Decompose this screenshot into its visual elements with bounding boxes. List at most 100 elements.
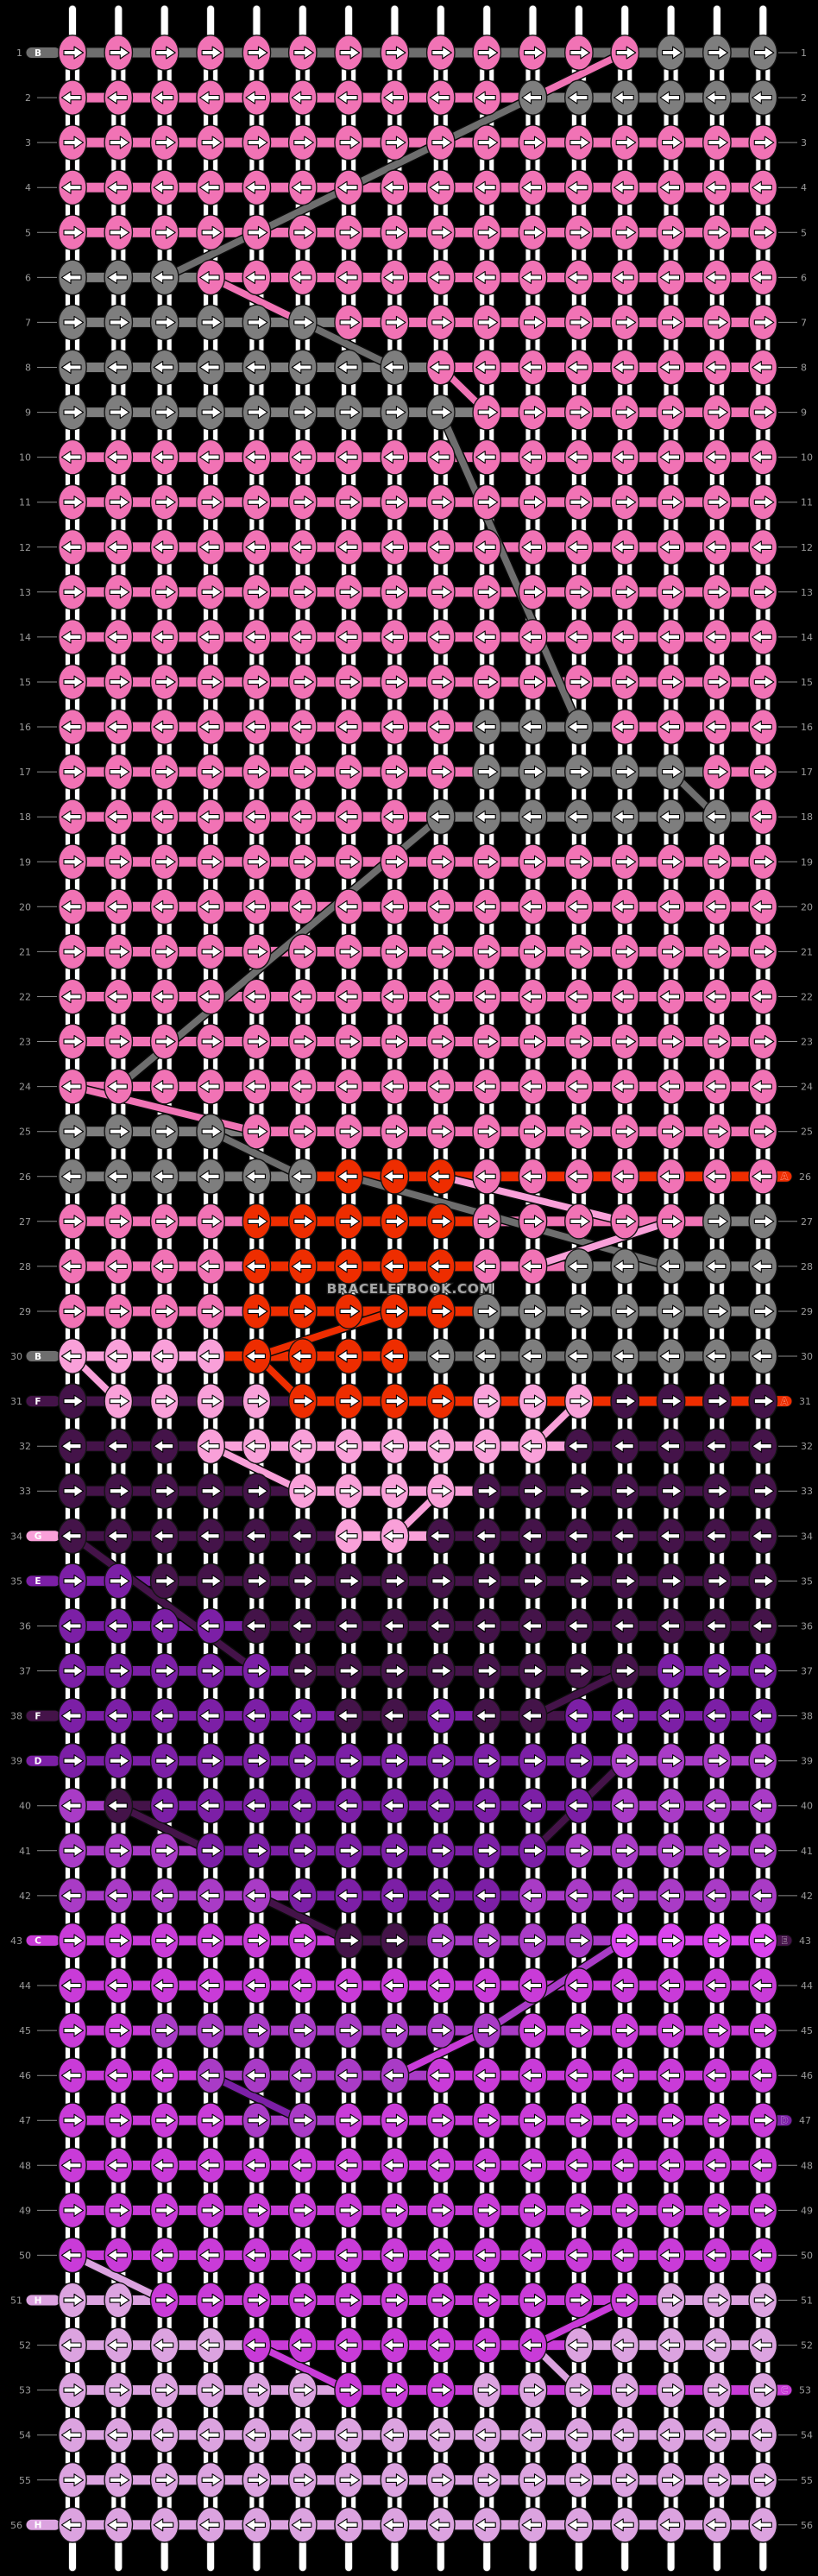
knot-r26-c3[interactable] xyxy=(149,1158,179,1195)
knot-r49-c5[interactable] xyxy=(242,2192,272,2229)
knot-r23-c4[interactable] xyxy=(196,1023,226,1060)
knot-r19-c7[interactable] xyxy=(334,843,364,881)
knot-r50-c1[interactable] xyxy=(58,2237,87,2274)
knot-r23-c7[interactable] xyxy=(334,1023,364,1060)
knot-r21-c13[interactable] xyxy=(610,933,640,970)
knot-r48-c14[interactable] xyxy=(656,2147,686,2184)
knot-r49-c7[interactable] xyxy=(334,2192,364,2229)
knot-r8-c11[interactable] xyxy=(518,349,548,386)
knot-r49-c4[interactable] xyxy=(196,2192,226,2229)
knot-r11-c16[interactable] xyxy=(748,483,778,521)
knot-r42-c16[interactable] xyxy=(748,1877,778,1914)
knot-r20-c13[interactable] xyxy=(610,888,640,925)
knot-r7-c15[interactable] xyxy=(702,304,732,341)
knot-r56-c11[interactable] xyxy=(518,2506,548,2543)
knot-r36-c9[interactable] xyxy=(425,1607,456,1645)
knot-r17-c8[interactable] xyxy=(380,754,410,790)
knot-r46-c5[interactable] xyxy=(242,2057,272,2094)
knot-r16-c11[interactable] xyxy=(518,709,548,745)
knot-r20-c1[interactable] xyxy=(58,888,87,925)
knot-r22-c5[interactable] xyxy=(242,978,272,1015)
knot-r40-c6[interactable] xyxy=(287,1787,318,1824)
knot-r51-c13[interactable] xyxy=(610,2282,640,2319)
knot-r18-c1[interactable] xyxy=(58,799,87,836)
knot-r3-c10[interactable] xyxy=(472,124,502,161)
knot-r32-c9[interactable] xyxy=(425,1428,456,1465)
knot-r27-c16[interactable] xyxy=(748,1203,778,1240)
knot-r5-c1[interactable] xyxy=(58,214,87,251)
knot-r53-c11[interactable] xyxy=(518,2371,548,2409)
knot-r41-c2[interactable] xyxy=(104,1832,134,1869)
knot-r48-c12[interactable] xyxy=(564,2147,594,2184)
knot-r16-c8[interactable] xyxy=(380,709,410,745)
knot-r24-c3[interactable] xyxy=(149,1068,179,1105)
knot-r50-c5[interactable] xyxy=(242,2237,272,2274)
knot-r40-c10[interactable] xyxy=(472,1787,502,1824)
knot-r46-c7[interactable] xyxy=(334,2057,364,2094)
knot-r54-c7[interactable] xyxy=(334,2416,364,2453)
knot-r51-c15[interactable] xyxy=(702,2282,732,2319)
knot-r46-c4[interactable] xyxy=(196,2057,226,2094)
knot-r38-c9[interactable] xyxy=(425,1697,456,1734)
knot-r22-c14[interactable] xyxy=(656,978,686,1015)
knot-r9-c16[interactable] xyxy=(748,394,778,431)
knot-r40-c9[interactable] xyxy=(425,1787,456,1824)
knot-r31-c2[interactable] xyxy=(104,1383,134,1419)
knot-r9-c8[interactable] xyxy=(380,394,410,431)
knot-r48-c1[interactable] xyxy=(58,2147,87,2184)
knot-r28-c10[interactable] xyxy=(472,1248,502,1285)
knot-r34-c16[interactable] xyxy=(748,1518,778,1555)
knot-r45-c8[interactable] xyxy=(380,2012,410,2049)
knot-r36-c5[interactable] xyxy=(242,1607,272,1645)
knot-r5-c3[interactable] xyxy=(149,214,179,251)
knot-r38-c10[interactable] xyxy=(472,1697,502,1734)
knot-r42-c6[interactable] xyxy=(287,1877,318,1914)
knot-r49-c14[interactable] xyxy=(656,2192,686,2229)
knot-r22-c12[interactable] xyxy=(564,978,594,1015)
knot-r20-c4[interactable] xyxy=(196,888,226,925)
knot-r43-c12[interactable] xyxy=(564,1922,594,1959)
knot-r12-c9[interactable] xyxy=(425,528,456,565)
knot-r1-c6[interactable] xyxy=(287,35,318,71)
knot-r15-c13[interactable] xyxy=(610,664,640,700)
knot-r4-c3[interactable] xyxy=(149,169,179,206)
knot-r56-c4[interactable] xyxy=(196,2506,226,2543)
knot-r17-c16[interactable] xyxy=(748,754,778,790)
knot-r27-c13[interactable] xyxy=(610,1203,640,1240)
knot-r2-c7[interactable] xyxy=(334,79,364,116)
knot-r38-c11[interactable] xyxy=(518,1697,548,1734)
knot-r41-c12[interactable] xyxy=(564,1832,594,1869)
knot-r3-c14[interactable] xyxy=(656,124,686,161)
knot-r23-c11[interactable] xyxy=(518,1023,548,1060)
knot-r11-c11[interactable] xyxy=(518,483,548,521)
knot-r1-c9[interactable] xyxy=(425,35,456,71)
knot-r21-c12[interactable] xyxy=(564,933,594,970)
knot-r13-c14[interactable] xyxy=(656,573,686,610)
knot-r11-c5[interactable] xyxy=(242,483,272,521)
knot-r42-c8[interactable] xyxy=(380,1877,410,1914)
knot-r6-c1[interactable] xyxy=(58,259,87,296)
knot-r15-c15[interactable] xyxy=(702,664,732,700)
knot-r48-c2[interactable] xyxy=(104,2147,134,2184)
knot-r42-c9[interactable] xyxy=(425,1877,456,1914)
knot-r39-c3[interactable] xyxy=(149,1742,179,1779)
knot-r27-c5[interactable] xyxy=(242,1203,272,1240)
knot-r33-c16[interactable] xyxy=(748,1473,778,1510)
knot-r19-c4[interactable] xyxy=(196,843,226,881)
knot-r32-c12[interactable] xyxy=(564,1428,594,1465)
knot-r41-c5[interactable] xyxy=(242,1832,272,1869)
knot-r23-c13[interactable] xyxy=(610,1023,640,1060)
knot-r27-c10[interactable] xyxy=(472,1203,502,1240)
knot-r18-c12[interactable] xyxy=(564,799,594,836)
knot-r37-c13[interactable] xyxy=(610,1652,640,1689)
knot-r25-c14[interactable] xyxy=(656,1113,686,1150)
knot-r32-c14[interactable] xyxy=(656,1428,686,1465)
knot-r47-c8[interactable] xyxy=(380,2102,410,2139)
knot-r54-c4[interactable] xyxy=(196,2416,226,2453)
knot-r25-c8[interactable] xyxy=(380,1113,410,1150)
knot-r15-c1[interactable] xyxy=(58,664,87,700)
knot-r13-c2[interactable] xyxy=(104,573,134,610)
knot-r25-c15[interactable] xyxy=(702,1113,732,1150)
knot-r19-c9[interactable] xyxy=(425,843,456,881)
knot-r33-c7[interactable] xyxy=(334,1473,364,1510)
